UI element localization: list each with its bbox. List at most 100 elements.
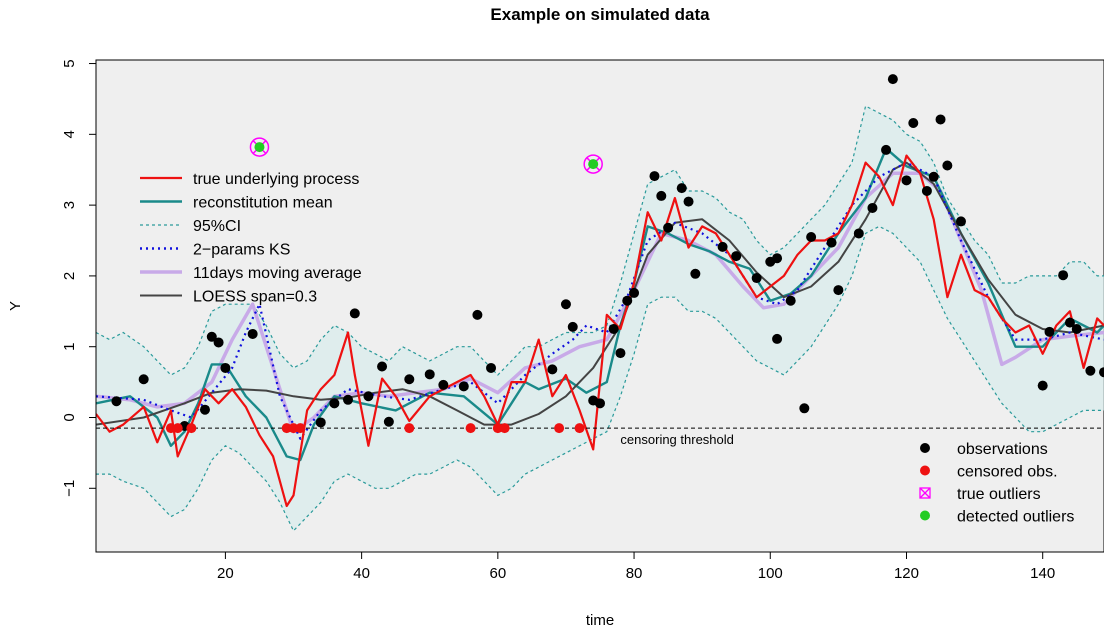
- legend-label: true underlying process: [193, 171, 359, 188]
- legend-lines: true underlying process reconstitution me…: [140, 171, 362, 306]
- legend-label: censored obs.: [957, 464, 1058, 481]
- data-points: [111, 74, 1104, 434]
- observation-point: [111, 396, 122, 407]
- observation-point: [247, 328, 258, 339]
- observation-point: [935, 114, 946, 125]
- legend-label: 2−params KS: [193, 242, 290, 259]
- censored-point: [574, 423, 585, 434]
- x-tick-label: 20: [217, 565, 234, 582]
- censoring-threshold-label: censoring threshold: [620, 432, 733, 447]
- observation-point: [343, 394, 353, 405]
- outlier-marker: [583, 154, 603, 174]
- observation-point: [438, 379, 449, 390]
- observation-point: [622, 295, 633, 306]
- observation-point: [1071, 324, 1082, 335]
- observation-point: [1037, 380, 1048, 391]
- y-tick-label: −1: [61, 480, 78, 497]
- censored-point: [404, 423, 415, 434]
- ci-lower-line: [96, 225, 1104, 532]
- observation-point: [560, 299, 571, 310]
- observation-point: [486, 362, 497, 373]
- legend-marker: [920, 443, 930, 453]
- observation-point: [908, 118, 919, 129]
- observation-point: [772, 333, 783, 344]
- series-lines: [96, 147, 1104, 508]
- observation-point: [731, 251, 742, 262]
- observation-point: [955, 216, 966, 227]
- legend-item: 95%CI: [140, 218, 241, 235]
- observation-point: [1058, 270, 1069, 281]
- observation-point: [1099, 367, 1104, 378]
- observation-point: [928, 171, 939, 182]
- observation-point: [806, 231, 817, 242]
- y-tick-label: 0: [61, 413, 78, 421]
- observation-point: [404, 374, 415, 385]
- observation-point: [853, 228, 864, 239]
- x-tick-label: 120: [894, 565, 919, 582]
- observation-point: [867, 202, 878, 213]
- observation-point: [656, 190, 667, 201]
- observation-point: [595, 398, 605, 409]
- legend-label: LOESS span=0.3: [193, 289, 317, 306]
- legend-label: detected outliers: [957, 509, 1074, 526]
- legend-item: observations: [920, 441, 1048, 458]
- x-tick-label: 40: [353, 565, 370, 582]
- censored-point: [554, 423, 565, 434]
- observation-point: [881, 144, 892, 155]
- legend-marker: [920, 465, 930, 476]
- observation-point: [785, 295, 796, 306]
- observation-point: [458, 381, 469, 392]
- y-tick-label: 2: [61, 272, 78, 280]
- observation-point: [138, 374, 149, 385]
- observation-point: [942, 160, 953, 171]
- observation-point: [199, 404, 210, 415]
- observation-point: [615, 348, 626, 359]
- axes: 20 40 60 80 100 120 140 −1 0 1 2 3 4 5: [61, 59, 1055, 582]
- legend-label: true outliers: [957, 486, 1041, 503]
- x-tick-label: 60: [489, 565, 506, 582]
- x-tick-label: 140: [1030, 565, 1055, 582]
- observation-point: [690, 268, 701, 279]
- observation-point: [363, 391, 374, 402]
- observation-point: [220, 362, 231, 373]
- observation-point: [772, 253, 783, 264]
- observation-point: [1044, 326, 1055, 337]
- y-tick-label: 1: [61, 343, 78, 351]
- censored-point: [186, 423, 197, 434]
- observation-point: [383, 416, 394, 427]
- detected-outlier-point: [254, 142, 265, 153]
- outlier-marker: [249, 137, 270, 157]
- y-tick-label: 5: [61, 59, 78, 67]
- observation-point: [901, 175, 912, 186]
- series-line-true-underlying-process: [96, 154, 1104, 508]
- observation-point: [349, 308, 360, 319]
- legend-item: true outliers: [919, 486, 1041, 503]
- observation-point: [629, 287, 640, 298]
- observation-point: [329, 398, 340, 409]
- detected-outlier-point: [588, 159, 599, 170]
- observation-point: [213, 337, 224, 348]
- observation-point: [649, 171, 660, 182]
- observation-point: [547, 364, 558, 375]
- censored-point: [295, 423, 306, 434]
- observation-point: [799, 403, 810, 414]
- observation-point: [683, 196, 694, 207]
- legend-item: true underlying process: [140, 171, 359, 188]
- observation-point: [377, 361, 388, 372]
- observation-point: [887, 74, 898, 85]
- legend-label: 11days moving average: [193, 265, 362, 282]
- legend-marker: [920, 510, 930, 521]
- censoring-threshold: censoring threshold: [96, 427, 1104, 447]
- censored-point: [499, 423, 510, 434]
- legend-item: censored obs.: [920, 464, 1058, 481]
- observation-point: [567, 321, 578, 332]
- observation-point: [206, 331, 217, 342]
- y-tick-label: 3: [61, 201, 78, 209]
- observation-point: [717, 241, 728, 252]
- legend-marker: [919, 487, 931, 499]
- observation-point: [676, 183, 687, 194]
- observation-point: [833, 285, 844, 296]
- y-tick-label: 4: [61, 130, 78, 138]
- observation-point: [921, 185, 932, 196]
